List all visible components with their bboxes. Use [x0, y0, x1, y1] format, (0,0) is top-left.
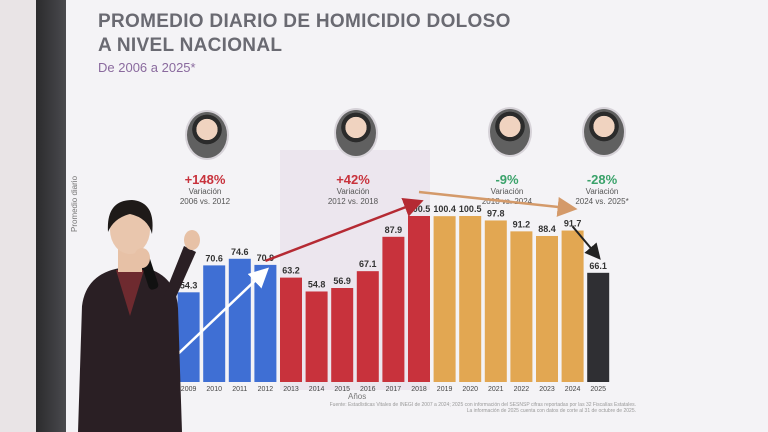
bar-value-label: 91.7 [564, 219, 582, 229]
bar-chart: 38.3200854.3200970.6201074.6201170.92012… [152, 190, 610, 393]
highlight-band [280, 150, 430, 390]
bar-2013 [280, 277, 302, 382]
bar-2017 [382, 236, 405, 382]
bar-value-label: 91.2 [513, 219, 531, 229]
x-tick-label: 2010 [206, 386, 222, 393]
bar-2012 [254, 264, 277, 382]
trend-arrow [571, 225, 601, 260]
variation-percent: -9% [495, 172, 519, 187]
x-tick-label: 2021 [488, 386, 504, 393]
variation-label: Variación [336, 187, 370, 196]
variation-percent: +148% [184, 172, 226, 187]
variation-block-1: +148% Variación 2006 vs. 2012 [150, 172, 260, 207]
x-tick-label: 2012 [258, 386, 274, 393]
x-tick-label: 2024 [565, 386, 581, 393]
x-tick-label: 2017 [386, 386, 402, 393]
title-line-1: PROMEDIO DIARIO DE HOMICIDIO DOLOSO [98, 11, 511, 32]
bar-2025 [587, 272, 610, 382]
title-line-2: A NIVEL NACIONAL [98, 35, 283, 56]
bar-value-label: 97.8 [487, 208, 505, 218]
bar-2019 [433, 216, 456, 382]
x-tick-label: 2018 [411, 386, 427, 393]
bar-value-label: 87.9 [385, 225, 403, 235]
variation-percent: -28% [586, 172, 618, 187]
x-tick-label: 2019 [437, 386, 453, 393]
screen-frame [36, 0, 66, 432]
variation-percent: +42% [336, 172, 370, 187]
portrait-1-icon [185, 110, 229, 160]
bar-value-label: 54.3 [180, 280, 198, 290]
bar-2024 [561, 230, 584, 382]
variation-label: Variación [490, 187, 524, 196]
portrait-2-icon [334, 108, 378, 158]
x-tick-label: 2025 [590, 386, 606, 393]
x-tick-label: 2011 [232, 386, 247, 393]
bar-value-label: 54.8 [308, 279, 326, 289]
bar-value-label: 66.1 [589, 261, 607, 271]
source-note: Fuente: Estadísticas Vitales de INEGI de… [296, 402, 636, 414]
bar-2016 [356, 271, 379, 382]
bar-value-label: 67.1 [359, 259, 377, 269]
variation-block-2: +42% Variación 2012 vs. 2018 [298, 172, 408, 207]
bar-2011 [228, 258, 251, 382]
presentation-screen: PROMEDIO DIARIO DE HOMICIDIO DOLOSO A NI… [66, 0, 768, 432]
portrait-4-icon [582, 107, 626, 157]
x-tick-label: 2014 [309, 386, 325, 393]
bar-2009 [177, 292, 200, 382]
x-tick-label: 2015 [334, 386, 350, 393]
bar-value-label: 56.9 [333, 276, 351, 286]
bar-value-label: 100.4 [433, 204, 456, 214]
source-line-1: Fuente: Estadísticas Vitales de INEGI de… [329, 402, 636, 408]
variation-range: 2024 vs. 2025* [575, 197, 629, 206]
variation-label: Variación [585, 187, 619, 196]
bar-2018 [408, 216, 430, 382]
trend-arrow [264, 198, 424, 263]
page-title: PROMEDIO DIARIO DE HOMICIDIO DOLOSO A NI… [98, 10, 511, 58]
bar-value-label: 88.4 [538, 224, 556, 234]
variation-range: 2006 vs. 2012 [179, 197, 231, 206]
variation-label: Variación [188, 187, 222, 196]
bar-2023 [536, 235, 558, 382]
presenter-figure [78, 200, 200, 432]
x-tick-label: 2009 [181, 386, 197, 393]
x-axis-label: Años [348, 392, 367, 401]
background-wall [0, 0, 36, 432]
bar-2021 [484, 220, 507, 382]
page-subtitle: De 2006 a 2025* [98, 60, 196, 75]
bar-value-label: 74.6 [231, 247, 249, 257]
bar-value-label: 100.5 [459, 204, 482, 214]
x-tick-label: 2022 [514, 386, 530, 393]
bar-2014 [305, 291, 328, 382]
x-tick-label: 2020 [462, 386, 478, 393]
bar-value-label: 63.2 [282, 266, 300, 276]
variation-range: 2012 vs. 2018 [327, 197, 379, 206]
bar-2022 [510, 231, 533, 382]
bar-value-label: 70.6 [205, 253, 223, 263]
bar-value-label: 70.9 [257, 253, 275, 263]
bar-2010 [203, 265, 226, 382]
portrait-3-icon [488, 107, 532, 157]
x-tick-label: 2016 [360, 386, 376, 393]
x-tick-label: 2023 [539, 386, 555, 393]
x-tick-label: 2013 [283, 386, 299, 393]
bar-2015 [331, 288, 354, 382]
source-line-2: La información de 2025 cuenta con datos … [466, 408, 636, 414]
bar-2020 [459, 216, 482, 382]
variation-block-4: -28% Variación 2024 vs. 2025* [547, 172, 657, 207]
trend-arrow [418, 190, 578, 217]
